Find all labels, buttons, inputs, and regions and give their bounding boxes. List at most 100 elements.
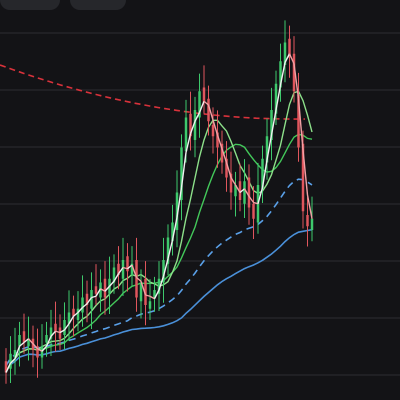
ma-fast-segment — [266, 134, 273, 161]
candle-down — [247, 177, 251, 208]
ma-fast-segment — [302, 149, 309, 196]
ma-fast-segment — [117, 267, 124, 275]
ma-fast-segment — [216, 134, 223, 149]
candle-up — [153, 290, 156, 298]
candle-down — [292, 53, 296, 92]
toolbar-tab-dropdown[interactable] — [70, 0, 126, 10]
ma-fast-segment — [171, 217, 178, 241]
ma-fast-segment — [19, 341, 25, 347]
candle-up — [40, 346, 44, 358]
ma-fast-segment — [104, 285, 111, 292]
ma-fast-segment — [230, 177, 237, 186]
candle-down — [216, 132, 219, 148]
ma-fast-segment — [225, 162, 232, 178]
candle-up — [166, 237, 170, 264]
candle-down — [238, 181, 242, 200]
candle-down — [94, 286, 98, 294]
candle-up — [270, 110, 273, 140]
candle-up — [18, 335, 21, 347]
ma-fast-segment — [149, 295, 155, 300]
ma-fast-segment — [91, 295, 97, 299]
ma-fast-segment — [127, 264, 133, 270]
ma-fast-segment — [86, 297, 93, 305]
ma-fast-segment — [203, 100, 209, 106]
ma-fast-segment — [158, 276, 165, 291]
ma-fast-segment — [275, 84, 282, 111]
ma-blue-line — [5, 228, 313, 372]
candle-down — [211, 125, 215, 137]
candle-down — [135, 260, 138, 298]
candle-down — [207, 98, 210, 122]
ma-fast-segment — [189, 121, 196, 134]
candle-down — [252, 203, 255, 219]
ma-fast-segment — [73, 311, 79, 317]
candle-up — [265, 136, 269, 163]
ma-fast-segment — [185, 133, 192, 153]
ma-fast-segment — [279, 62, 286, 86]
candle-up — [45, 335, 48, 343]
ma-fast-segment — [131, 264, 138, 278]
ma-fast-segment — [270, 109, 277, 136]
candle-up — [49, 327, 53, 339]
ma-fast-segment — [145, 294, 151, 297]
candle-up — [193, 110, 197, 140]
ma-fast-segment — [23, 338, 29, 344]
candle-up — [184, 117, 188, 152]
candle-down — [85, 293, 89, 305]
ma-fast-segment — [32, 343, 39, 350]
ma-fast-segment — [113, 273, 120, 282]
candle-up — [121, 260, 125, 279]
ma-fast-segment — [82, 303, 88, 309]
candle-up — [76, 308, 80, 320]
ma-fast-segment — [198, 100, 205, 113]
ma-fast-segment — [234, 184, 241, 193]
ma-fast-segment — [212, 119, 219, 136]
candle-up — [180, 147, 183, 200]
candle-up — [67, 312, 71, 324]
candle-up — [171, 222, 174, 242]
candle-up — [157, 278, 161, 294]
ma-fast-segment — [288, 53, 295, 65]
candle-up — [90, 290, 93, 309]
ma-fast-segment — [14, 346, 21, 359]
candle-up — [279, 61, 282, 88]
candle-up — [81, 297, 84, 313]
candle-up — [162, 260, 165, 283]
candle-up — [243, 181, 246, 204]
toolbar-tab[interactable] — [0, 0, 60, 10]
candle-up — [234, 185, 237, 197]
candle-down — [225, 158, 228, 178]
ma-fast-segment — [50, 330, 57, 337]
candle-up — [139, 282, 143, 302]
ma-fast-segment — [167, 239, 174, 259]
candle-up — [9, 353, 12, 369]
ma-fast-segment — [5, 362, 12, 373]
candle-up — [27, 338, 30, 347]
ma-fast-segment — [293, 63, 300, 99]
candle-up — [310, 218, 314, 230]
ma-fast-segment — [27, 338, 34, 345]
ma-fast-segment — [261, 159, 268, 188]
ma-fast-segment — [153, 289, 160, 300]
ma-fast-segment — [176, 187, 183, 218]
candle-up — [13, 350, 17, 358]
candle-up — [283, 42, 287, 65]
candle-down — [297, 95, 300, 148]
ma-fast-segment — [140, 281, 147, 296]
ma-fast-segment — [100, 288, 106, 292]
ma-fast-segment — [306, 194, 313, 219]
ma-fast-segment — [68, 315, 75, 325]
candle-down — [202, 87, 206, 103]
candle-down — [288, 38, 291, 58]
ma-fast-segment — [77, 307, 84, 313]
ma-fast-segment — [108, 280, 115, 287]
ma-fast-segment — [243, 188, 250, 197]
ma-fast-segment — [248, 195, 255, 203]
ma-fast-segment — [207, 104, 214, 121]
ma-fast-segment — [221, 148, 228, 163]
ma-fast-segment — [297, 98, 304, 151]
ma-fast-segment — [253, 201, 259, 205]
candle-down — [229, 173, 233, 193]
